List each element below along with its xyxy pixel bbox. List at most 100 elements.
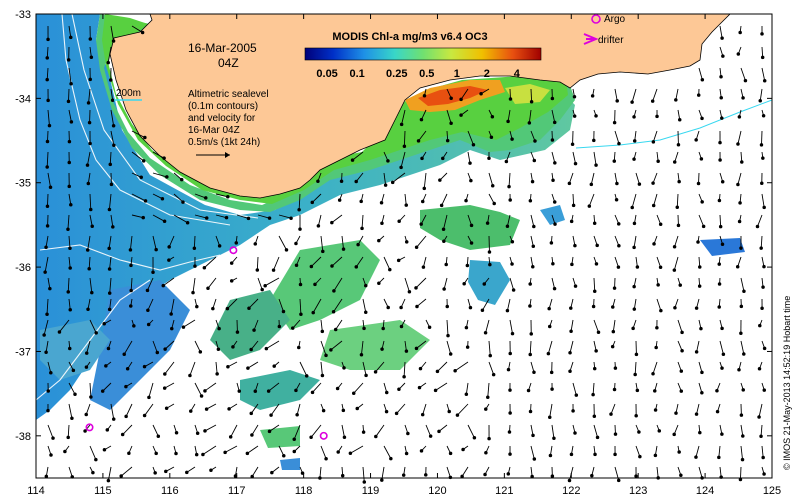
velocity-arrow-head xyxy=(759,434,763,438)
velocity-arrow-head xyxy=(527,121,532,125)
velocity-arrow-head xyxy=(419,117,424,122)
velocity-arrow-head xyxy=(574,393,579,397)
velocity-arrow-head xyxy=(162,219,167,224)
velocity-arrow-head xyxy=(320,329,325,334)
x-tick-label: 124 xyxy=(696,485,714,497)
velocity-arrow-head xyxy=(591,304,596,309)
velocity-arrow-head xyxy=(676,223,681,228)
velocity-arrow-head xyxy=(204,407,209,411)
velocity-arrow xyxy=(152,424,159,437)
velocity-arrow-head xyxy=(735,264,740,269)
velocity-arrow-head xyxy=(109,78,113,82)
velocity-arrow-head xyxy=(510,262,514,266)
velocity-arrow-head xyxy=(592,414,597,418)
velocity-arrow xyxy=(67,424,70,438)
velocity-arrow-head xyxy=(181,325,186,329)
time-label: 04Z xyxy=(218,56,239,70)
velocity-arrow-head xyxy=(464,392,469,397)
velocity-arrow-head xyxy=(174,431,179,435)
velocity-arrow-head xyxy=(281,309,286,314)
velocity-arrow-head xyxy=(108,162,112,167)
y-tick-label: -33 xyxy=(15,9,31,21)
velocity-arrow-head xyxy=(492,201,496,206)
velocity-arrow-head xyxy=(678,283,682,287)
velocity-arrow xyxy=(168,235,175,248)
velocity-arrow-head xyxy=(229,279,234,283)
velocity-arrow-head xyxy=(505,224,510,229)
velocity-arrow xyxy=(415,277,427,289)
velocity-arrow-head xyxy=(439,203,444,208)
velocity-arrow-head xyxy=(427,325,432,330)
velocity-arrow-head xyxy=(109,182,114,187)
velocity-arrow-head xyxy=(132,324,136,328)
velocity-arrow-head xyxy=(531,244,536,249)
velocity-arrow-head xyxy=(348,451,353,455)
velocity-arrow xyxy=(110,88,114,101)
velocity-arrow-head xyxy=(129,288,133,293)
velocity-arrow-head xyxy=(569,452,574,457)
velocity-arrow-head xyxy=(260,287,264,292)
velocity-arrow xyxy=(87,172,91,184)
velocity-arrow-head xyxy=(484,451,488,455)
velocity-arrow-head xyxy=(356,242,360,247)
velocity-arrow xyxy=(109,151,112,165)
velocity-arrow xyxy=(446,319,449,336)
velocity-arrow-head xyxy=(441,227,446,231)
velocity-arrow-head xyxy=(193,264,197,268)
velocity-arrow-head xyxy=(417,385,422,390)
velocity-arrow xyxy=(47,424,54,439)
velocity-arrow xyxy=(530,445,535,460)
velocity-arrow-head xyxy=(526,388,531,393)
velocity-arrow xyxy=(257,277,263,290)
velocity-arrow-head xyxy=(461,447,465,452)
velocity-arrow-head xyxy=(510,239,515,244)
velocity-arrow xyxy=(467,214,472,226)
velocity-arrow-head xyxy=(162,156,166,160)
velocity-arrow xyxy=(131,214,144,219)
velocity-arrow-head xyxy=(185,220,190,225)
velocity-arrow xyxy=(612,319,616,332)
velocity-arrow xyxy=(698,466,703,479)
velocity-arrow-head xyxy=(191,290,195,295)
velocity-arrow-head xyxy=(700,116,704,121)
velocity-arrow-head xyxy=(234,241,239,245)
velocity-arrow-head xyxy=(341,247,346,251)
velocity-arrow xyxy=(352,151,364,161)
velocity-arrow-head xyxy=(694,138,698,142)
x-tick-label: 115 xyxy=(94,485,112,497)
velocity-arrow-head xyxy=(444,262,448,267)
velocity-arrow-head xyxy=(504,159,509,164)
velocity-arrow-head xyxy=(294,388,298,393)
velocity-arrow-head xyxy=(698,265,702,269)
velocity-arrow xyxy=(224,445,238,453)
velocity-arrow-head xyxy=(422,93,427,98)
y-tick-label: -36 xyxy=(15,262,31,274)
velocity-arrow-head xyxy=(532,457,537,461)
velocity-arrow-head xyxy=(633,372,637,377)
velocity-arrow-head xyxy=(84,351,89,355)
velocity-arrow xyxy=(454,361,469,372)
velocity-arrow-head xyxy=(406,431,410,436)
velocity-arrow xyxy=(652,88,658,102)
velocity-arrow xyxy=(341,424,345,438)
velocity-arrow-head xyxy=(45,139,50,144)
velocity-arrow-head xyxy=(195,431,200,436)
velocity-arrow xyxy=(89,277,93,293)
velocity-arrow xyxy=(164,361,175,375)
velocity-arrow-head xyxy=(143,199,148,203)
velocity-arrow-head xyxy=(401,473,406,477)
velocity-arrow xyxy=(270,403,280,416)
velocity-arrow-head xyxy=(226,195,230,199)
velocity-arrow-head xyxy=(717,198,722,203)
velocity-arrow-head xyxy=(571,409,575,413)
coastline-current-line xyxy=(575,99,773,149)
velocity-arrow-head xyxy=(399,122,404,127)
velocity-arrow xyxy=(761,445,764,458)
velocity-arrow-head xyxy=(550,96,555,101)
velocity-arrow xyxy=(248,298,259,309)
velocity-arrow-head xyxy=(469,178,473,183)
velocity-arrow-head xyxy=(761,455,765,460)
velocity-arrow-head xyxy=(630,205,634,210)
velocity-arrow xyxy=(568,172,574,184)
velocity-arrow xyxy=(88,256,91,269)
